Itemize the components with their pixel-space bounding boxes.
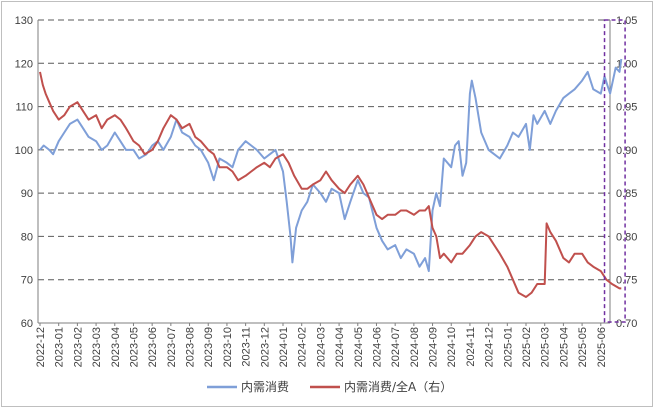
- x-tick-label: 2024-07: [390, 327, 402, 367]
- x-tick-label: 2024-11: [465, 327, 477, 367]
- x-tick-label: 2025-01: [502, 327, 514, 367]
- left-tick-label: 130: [15, 15, 33, 27]
- left-axis-ticks: 60 70 80 90 100 110 120 130: [15, 15, 33, 330]
- left-tick-label: 80: [21, 231, 33, 243]
- x-tick-label: 2023-06: [147, 327, 159, 367]
- x-tick-label: 2023-12: [259, 327, 271, 367]
- grid-lines: [38, 19, 610, 281]
- x-tick-label: 2024-05: [353, 327, 365, 367]
- x-tick-label: 2023-08: [185, 327, 197, 367]
- x-tick-label: 2024-09: [428, 327, 440, 367]
- right-tick-label: 0.85: [616, 188, 637, 200]
- left-tick-label: 90: [21, 188, 33, 200]
- x-tick-label: 2025-05: [577, 327, 589, 367]
- right-tick-label: 0.90: [616, 145, 637, 157]
- x-tick-label: 2024-03: [315, 327, 327, 367]
- x-tick-label: 2022-12: [35, 327, 47, 367]
- x-tick-label: 2023-11: [241, 327, 253, 367]
- left-tick-label: 110: [15, 102, 33, 114]
- x-tick-label: 2024-04: [334, 327, 346, 367]
- highlight-box: [603, 19, 626, 323]
- x-tick-label: 2023-09: [203, 327, 215, 367]
- x-tick-label: 2025-02: [521, 327, 533, 367]
- series-line-right: [39, 71, 622, 298]
- x-tick-label: 2023-10: [222, 327, 234, 367]
- right-tick-label: 0.80: [616, 231, 637, 243]
- left-tick-label: 100: [15, 145, 33, 157]
- legend-label-left-series: 内需消费: [241, 380, 289, 394]
- right-tick-label: 0.75: [616, 275, 637, 287]
- left-tick-label: 70: [21, 275, 33, 287]
- right-tick-label: 0.95: [616, 102, 637, 114]
- x-tick-label: 2023-01: [54, 327, 66, 367]
- x-tick-label: 2025-04: [558, 327, 570, 367]
- x-tick-label: 2024-08: [409, 327, 421, 367]
- x-tick-label: 2024-01: [278, 327, 290, 367]
- x-tick-label: 2024-10: [446, 327, 458, 367]
- x-tick-label: 2024-06: [371, 327, 383, 367]
- x-tick-label: 2023-04: [110, 327, 122, 367]
- legend-label-right-series: 内需消费/全A（右）: [344, 379, 452, 394]
- x-tick-label: 2023-03: [91, 327, 103, 367]
- right-tick-label: 0.70: [616, 318, 637, 330]
- x-tick-label: 2023-05: [128, 327, 140, 367]
- x-tick-label: 2025-03: [540, 327, 552, 367]
- highlight-layer: [603, 19, 626, 323]
- left-tick-label: 120: [15, 58, 33, 70]
- right-axis-ticks: 0.700.750.800.850.900.951.001.05: [616, 15, 637, 330]
- x-axis-ticks: 2022-12 2023-01 2023-02 2023-03 2023-04 2023-…: [35, 323, 608, 367]
- x-tick-label: 2023-07: [166, 327, 178, 367]
- series-layer: [39, 58, 623, 298]
- series-line-left: [39, 58, 623, 273]
- right-tick-label: 1.05: [616, 15, 637, 27]
- legend: 内需消费 内需消费/全A（右）: [207, 379, 452, 394]
- x-tick-label: 2024-12: [484, 327, 496, 367]
- x-tick-label: 2025-06: [596, 327, 608, 367]
- left-tick-label: 60: [21, 318, 33, 330]
- x-tick-label: 2023-02: [72, 327, 84, 367]
- x-tick-label: 2024-02: [297, 327, 309, 367]
- axes: [37, 20, 611, 324]
